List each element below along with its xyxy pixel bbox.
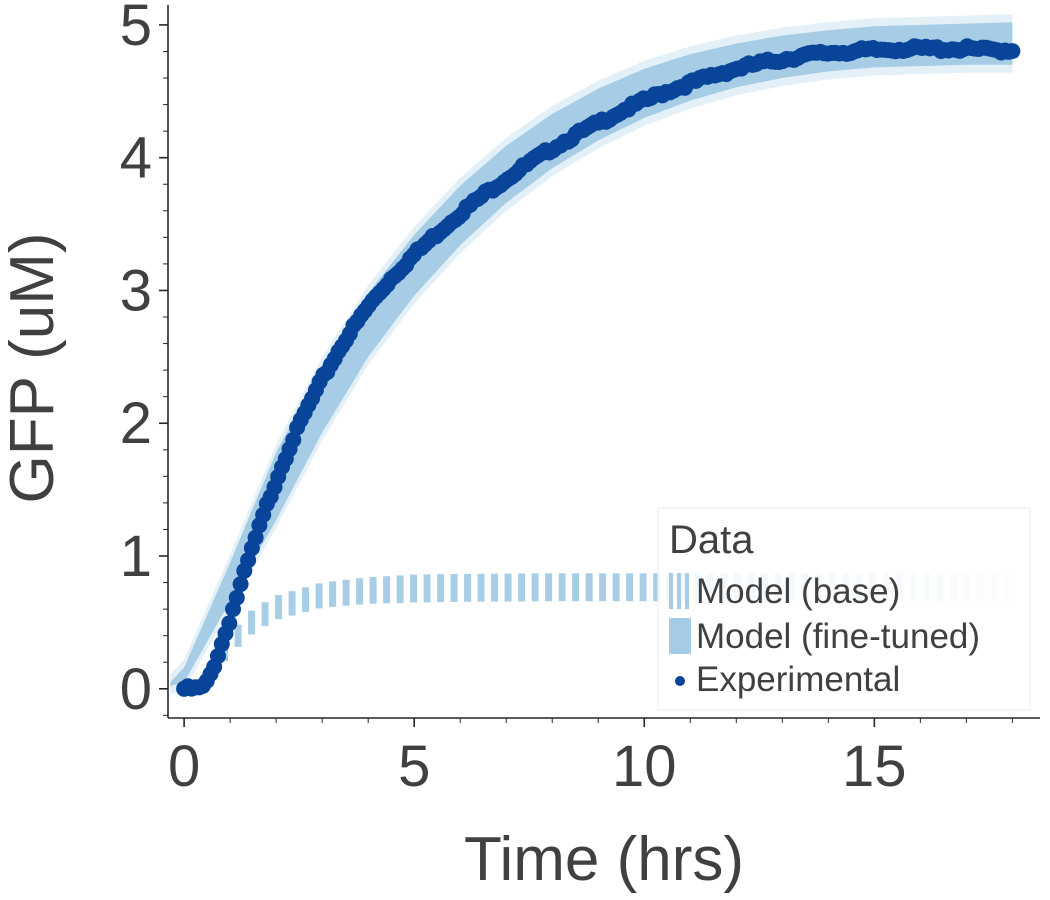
model-base-bar-33 xyxy=(626,573,634,602)
legend: Data Model (base) Model (fine-tuned) Exp… xyxy=(657,507,1031,711)
y-tick-label-5: 5 xyxy=(120,0,152,58)
y-tick-label-3: 3 xyxy=(120,259,152,324)
model-base-bar-22 xyxy=(477,573,485,602)
model-base-bar-5 xyxy=(248,610,256,635)
model-base-bar-27 xyxy=(545,573,553,602)
model-base-bar-11 xyxy=(329,581,337,607)
y-tick-label-1: 1 xyxy=(120,524,152,589)
model-base-bar-20 xyxy=(450,574,458,602)
experimental-series xyxy=(176,38,1021,697)
model-base-bar-8 xyxy=(288,591,296,616)
y-axis-ticks xyxy=(159,24,168,716)
model-base-bar-12 xyxy=(342,579,350,606)
model-base-bar-30 xyxy=(585,573,593,602)
model-base-bar-7 xyxy=(275,595,283,620)
model-base-bar-34 xyxy=(639,573,647,602)
legend-frame xyxy=(657,507,1031,711)
model-base-bar-19 xyxy=(437,574,445,603)
experimental-point-220 xyxy=(1004,43,1021,60)
y-tick-label-4: 4 xyxy=(120,126,152,191)
legend-item-model-base: Model (base) xyxy=(669,572,900,611)
experimental-point-15 xyxy=(232,576,249,593)
x-axis-tick-labels: 0 5 10 15 xyxy=(168,734,907,799)
model-base-bar-18 xyxy=(423,574,431,603)
experimental-point-9 xyxy=(210,648,226,664)
legend-marker-experimental xyxy=(675,676,685,686)
model-base-bar-13 xyxy=(356,578,364,605)
model-base-bar-28 xyxy=(558,573,566,602)
legend-swatch-model-finetuned xyxy=(669,618,691,654)
model-base-bar-24 xyxy=(504,573,512,602)
legend-title: Data xyxy=(669,518,754,562)
experimental-point-19 xyxy=(247,529,264,546)
model-base-bar-35 xyxy=(653,573,661,602)
y-axis-label: GFP (uM) xyxy=(0,233,67,504)
model-base-bar-16 xyxy=(396,575,404,603)
model-base-bar-15 xyxy=(383,576,391,604)
x-tick-label-0: 0 xyxy=(168,734,200,799)
x-axis-ticks xyxy=(183,718,1013,727)
experimental-point-17 xyxy=(240,552,257,569)
legend-item-model-finetuned: Model (fine-tuned) xyxy=(669,617,980,656)
model-base-bar-29 xyxy=(572,573,580,602)
model-base-bar-23 xyxy=(491,573,499,602)
x-tick-label-10: 10 xyxy=(612,734,677,799)
experimental-point-12 xyxy=(221,615,238,632)
model-base-bar-21 xyxy=(464,573,472,602)
model-base-bar-32 xyxy=(612,573,620,602)
legend-label-model-base: Model (base) xyxy=(696,572,900,611)
legend-swatch-model-base xyxy=(669,573,689,609)
model-base-bar-31 xyxy=(599,573,607,602)
legend-item-experimental: Experimental xyxy=(675,660,900,699)
x-tick-label-5: 5 xyxy=(398,734,430,799)
x-tick-label-15: 15 xyxy=(842,734,907,799)
model-base-bar-6 xyxy=(261,602,269,627)
x-axis-label: Time (hrs) xyxy=(464,825,744,894)
model-base-bar-10 xyxy=(315,583,323,609)
model-base-bar-4 xyxy=(234,624,242,647)
y-tick-label-2: 2 xyxy=(120,391,152,456)
model-base-bar-14 xyxy=(369,577,377,604)
axes: 0 1 2 3 4 5 0 5 10 15 xyxy=(120,0,1040,799)
experimental-point-14 xyxy=(228,589,245,606)
model-base-bar-9 xyxy=(302,587,310,612)
legend-label-experimental: Experimental xyxy=(696,660,900,699)
model-base-bar-17 xyxy=(410,574,418,603)
y-axis-tick-labels: 0 1 2 3 4 5 xyxy=(120,0,152,722)
y-tick-label-0: 0 xyxy=(120,657,152,722)
experimental-point-29 xyxy=(285,431,302,448)
model-base-bar-26 xyxy=(531,573,539,602)
model-base-bar-25 xyxy=(518,573,526,602)
legend-label-model-finetuned: Model (fine-tuned) xyxy=(696,617,980,656)
